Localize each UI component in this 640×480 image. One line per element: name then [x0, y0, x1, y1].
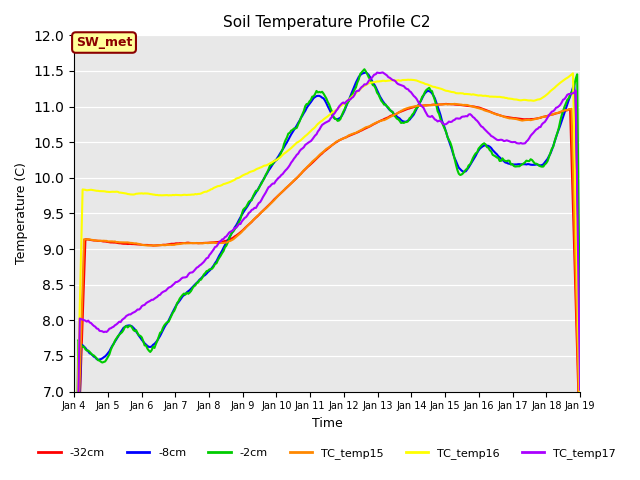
TC_temp16 [576, 409, 584, 415]
-2cm [246, 198, 254, 204]
-32cm [221, 238, 228, 244]
TC_temp15 [292, 176, 300, 182]
Line: TC_temp16: TC_temp16 [74, 73, 580, 480]
-8cm [246, 199, 254, 204]
X-axis label: Time: Time [312, 417, 342, 430]
-2cm [238, 211, 246, 217]
TC_temp16 [221, 181, 228, 187]
-32cm [549, 111, 557, 117]
TC_temp15 [576, 441, 584, 446]
TC_temp16 [132, 191, 140, 197]
TC_temp17 [292, 154, 300, 160]
TC_temp15 [132, 240, 140, 246]
Y-axis label: Temperature (C): Temperature (C) [15, 163, 28, 264]
-8cm [576, 397, 584, 403]
TC_temp16 [548, 87, 556, 93]
-2cm [576, 339, 584, 345]
-32cm [576, 447, 584, 453]
TC_temp17 [221, 234, 228, 240]
-2cm [221, 244, 228, 250]
TC_temp17 [379, 70, 387, 75]
TC_temp17 [238, 218, 246, 224]
TC_temp15 [549, 111, 557, 117]
Title: Soil Temperature Profile C2: Soil Temperature Profile C2 [223, 15, 431, 30]
TC_temp15 [451, 101, 458, 107]
-32cm [442, 101, 450, 107]
-8cm [362, 70, 370, 75]
Legend: -32cm, -8cm, -2cm, TC_temp15, TC_temp16, TC_temp17: -32cm, -8cm, -2cm, TC_temp15, TC_temp16,… [34, 444, 620, 463]
-32cm [132, 241, 140, 247]
-2cm [549, 144, 557, 150]
TC_temp16 [246, 169, 254, 175]
Line: -2cm: -2cm [74, 69, 580, 480]
Line: TC_temp15: TC_temp15 [74, 104, 580, 480]
TC_temp17 [549, 108, 557, 114]
Text: SW_met: SW_met [76, 36, 132, 49]
TC_temp17 [132, 308, 140, 314]
-2cm [360, 66, 368, 72]
-8cm [549, 143, 557, 149]
TC_temp17 [576, 387, 584, 393]
-8cm [292, 125, 300, 131]
TC_temp16 [569, 71, 577, 76]
-2cm [132, 327, 140, 333]
Line: -32cm: -32cm [74, 104, 580, 480]
-32cm [246, 220, 254, 226]
TC_temp15 [246, 220, 254, 226]
TC_temp15 [238, 229, 246, 235]
-32cm [292, 177, 300, 182]
TC_temp16 [238, 173, 246, 179]
Line: -8cm: -8cm [74, 72, 580, 480]
-8cm [221, 242, 228, 248]
-32cm [238, 228, 246, 234]
-2cm [292, 126, 300, 132]
TC_temp17 [246, 209, 254, 215]
TC_temp15 [221, 240, 228, 246]
Line: TC_temp17: TC_temp17 [74, 72, 580, 480]
-8cm [238, 212, 246, 218]
-8cm [132, 329, 140, 335]
TC_temp16 [292, 141, 300, 147]
